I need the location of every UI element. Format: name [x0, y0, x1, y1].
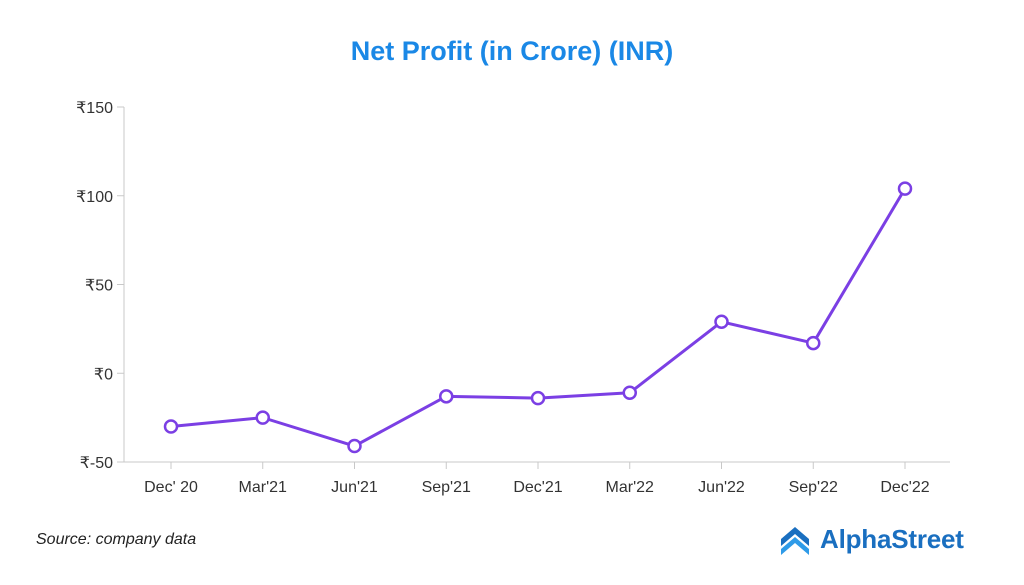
- source-note: Source: company data: [36, 531, 197, 548]
- x-tick-label: Jun'22: [698, 479, 745, 496]
- data-point: [255, 410, 270, 425]
- chart-title: Net Profit (in Crore) (INR): [350, 36, 674, 66]
- data-point: [439, 389, 454, 404]
- data-point: [530, 390, 546, 406]
- chart-axes: [123, 107, 950, 463]
- data-point: [897, 181, 913, 196]
- y-tick-label: ₹100: [76, 189, 113, 206]
- y-tick-label: ₹150: [76, 100, 113, 117]
- x-tick-label: Dec'22: [880, 479, 929, 496]
- data-point: [347, 438, 362, 454]
- data-point: [714, 314, 729, 330]
- y-axis-ticks: ₹-50 ₹0 ₹50 ₹100 ₹150: [76, 100, 124, 472]
- alphastreet-logo: AlphaStreet: [778, 522, 964, 556]
- alphastreet-logo-icon: [781, 527, 809, 555]
- data-point: [806, 335, 821, 351]
- series-line: [170, 187, 907, 448]
- y-tick-label: ₹-50: [80, 455, 113, 472]
- x-tick-label: Dec'21: [513, 479, 562, 496]
- brand-name: AlphaStreet: [820, 523, 964, 554]
- y-tick-label: ₹0: [94, 366, 113, 383]
- data-point: [622, 385, 637, 401]
- series-layer: [163, 181, 913, 454]
- data-point: [163, 419, 179, 434]
- x-tick-label: Dec' 20: [144, 479, 198, 496]
- y-tick-label: ₹50: [85, 278, 113, 295]
- x-tick-label: Mar'22: [606, 479, 655, 496]
- x-tick-label: Sep'22: [789, 479, 838, 496]
- x-axis-ticks: Dec' 20 Mar'21 Jun'21 Sep'21 Dec'21 Mar'22 Jun…: [144, 462, 930, 496]
- x-tick-label: Mar'21: [239, 479, 288, 496]
- x-tick-label: Jun'21: [331, 479, 378, 496]
- x-tick-label: Sep'21: [422, 479, 471, 496]
